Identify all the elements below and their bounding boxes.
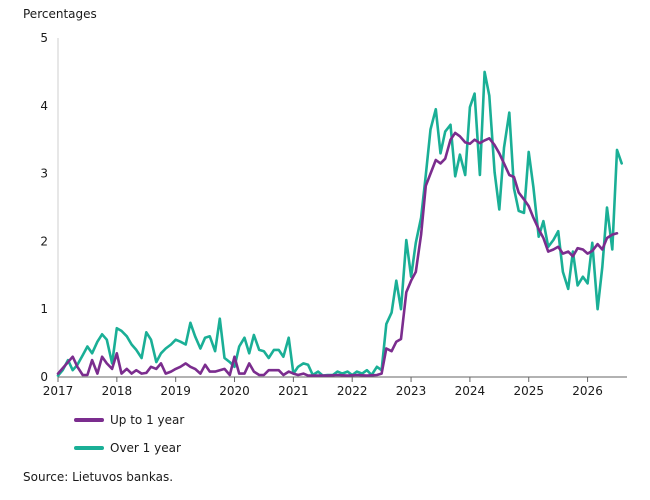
x-tick-label: 2026	[572, 384, 603, 398]
x-tick-label: 2025	[513, 384, 544, 398]
y-tick-label: 5	[40, 31, 48, 45]
x-tick-label: 2019	[160, 384, 191, 398]
legend-swatch	[74, 446, 104, 450]
x-tick-label: 2018	[102, 384, 133, 398]
source-note: Source: Lietuvos bankas.	[23, 470, 174, 484]
legend-label: Over 1 year	[110, 441, 181, 455]
x-tick-label: 2024	[455, 384, 486, 398]
x-tick-label: 2022	[337, 384, 368, 398]
y-axis-label: Percentages	[23, 7, 97, 21]
y-tick-label: 4	[40, 99, 48, 113]
series-line-up-to-1-year	[56, 131, 619, 377]
legend-item-over-1-year: Over 1 year	[74, 441, 181, 455]
x-tick-label: 2023	[396, 384, 427, 398]
y-tick-label: 2	[40, 234, 48, 248]
legend-swatch	[74, 418, 104, 422]
series-line-over-1-year	[56, 70, 623, 377]
x-tick-label: 2020	[219, 384, 250, 398]
x-tick-label: 2021	[278, 384, 309, 398]
legend-item-up-to-1-year: Up to 1 year	[74, 413, 184, 427]
legend-label: Up to 1 year	[110, 413, 185, 427]
y-tick-label: 3	[40, 167, 48, 181]
y-tick-label: 0	[40, 370, 48, 384]
y-tick-label: 1	[40, 302, 48, 316]
x-tick-label: 2017	[43, 384, 74, 398]
